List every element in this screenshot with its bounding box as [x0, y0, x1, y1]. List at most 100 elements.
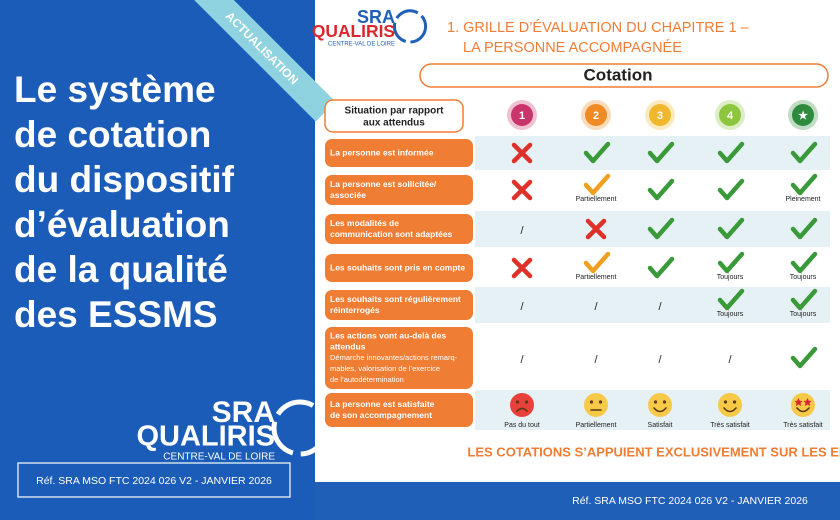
row-label: Les souhaits sont régulièrement: [330, 294, 461, 304]
emoji-eye: [732, 400, 737, 404]
reference-box: [17, 462, 291, 498]
logo-name: QUALIRIS: [312, 21, 395, 41]
title-line: Le système: [14, 69, 216, 110]
emoji-mouth: [796, 407, 810, 413]
logo-arc: [392, 9, 428, 44]
row-label: réinterrogés: [330, 305, 380, 315]
emoji-mouth: [516, 407, 528, 412]
check-mark: [790, 346, 818, 369]
logo-top: SRA: [212, 396, 275, 429]
emoji-mouth: [723, 407, 737, 413]
row-label-pill: [325, 175, 473, 205]
emoji-eye: [653, 400, 658, 404]
row-label: Les souhaits sont pris en compte: [330, 262, 465, 272]
reference: Réf. SRA MSO FTC 2024 026 V2 - JANVIER 2…: [572, 495, 808, 507]
cross-mark: [511, 179, 533, 201]
check-mark: [647, 178, 675, 201]
row-label: Les modalités de: [330, 218, 399, 228]
header-text: aux attendus: [363, 118, 425, 129]
row-label-pill: [325, 393, 473, 427]
row-label-pill: [325, 327, 473, 389]
cell-note: Pas du tout: [504, 422, 539, 429]
cross-mark: [511, 257, 533, 279]
slash-mark: /: [658, 301, 662, 313]
slash-mark: /: [594, 354, 598, 366]
check-mark: [790, 251, 818, 274]
check-mark: [583, 141, 611, 164]
reference: Réf. SRA MSO FTC 2024 026 V2 - JANVIER 2…: [36, 475, 272, 487]
check-mark: [717, 251, 745, 274]
row-detail: Démarche innovantes/actions remarq-: [330, 353, 458, 362]
logo-arc: [271, 399, 329, 457]
emoji-face: [718, 393, 742, 417]
level-badge: [585, 104, 607, 126]
cotation-pill: [419, 63, 829, 88]
emoji-mouth: [653, 407, 667, 413]
level-label: 3: [657, 110, 663, 122]
cell-note: Toujours: [717, 274, 744, 281]
emoji-eye: [662, 400, 667, 404]
level-badge: [649, 104, 671, 126]
slash-mark: /: [520, 225, 524, 237]
level-label: 4: [727, 110, 734, 122]
row-label: attendus: [330, 341, 366, 351]
check-mark: [790, 141, 818, 164]
check-mark: [717, 178, 745, 201]
check-mark: [790, 288, 818, 311]
row-label: La personne est satisfaite: [330, 399, 435, 409]
level-badge: [511, 104, 533, 126]
row-label: La personne est informée: [330, 147, 434, 157]
emoji-star-eye: [803, 398, 812, 406]
slash-mark: /: [658, 354, 662, 366]
cotation-title: Cotation: [584, 65, 653, 84]
row-label: de son accompagnement: [330, 410, 432, 420]
row-label-pill: [325, 139, 473, 167]
check-mark: [717, 141, 745, 164]
footer-note: LES COTATIONS S’APPUIENT EXCLUSIVEMENT S…: [467, 444, 840, 459]
logo-region: CENTRE-VAL DE LOIRE: [163, 452, 275, 463]
emoji-eye: [723, 400, 728, 404]
header-text: Situation par rapport: [345, 106, 445, 117]
ribbon-band: [188, 0, 336, 122]
cross-mark: [511, 142, 533, 164]
grid-title: 1. GRILLE D’ÉVALUATION DU CHAPITRE 1 –: [447, 19, 750, 36]
footer-strip: [315, 482, 840, 520]
row-band: [475, 287, 830, 323]
level-label: 1: [519, 110, 525, 122]
check-mark: [790, 173, 818, 196]
level-badge: [719, 104, 741, 126]
emoji-eye: [598, 400, 603, 404]
emoji-star-eye: [794, 398, 803, 406]
cell-note: Partiellement: [576, 196, 617, 203]
slash-mark: /: [594, 301, 598, 313]
check-mark: [647, 141, 675, 164]
emoji-eye: [589, 400, 594, 404]
row-detail: de l’autodétermination: [330, 375, 404, 384]
check-mark: [647, 256, 675, 279]
title-line: de cotation: [14, 114, 211, 155]
row-label: associée: [330, 190, 366, 200]
grid-title: LA PERSONNE ACCOMPAGNÉE: [463, 39, 682, 56]
cell-note: Toujours: [790, 311, 817, 318]
row-label-pill: [325, 290, 473, 320]
cell-note: Partiellement: [576, 274, 617, 281]
cell-note: Partiellement: [576, 422, 617, 429]
check-mark: [717, 288, 745, 311]
emoji-face: [510, 393, 534, 417]
check-mark: [790, 217, 818, 240]
emoji-face: [791, 393, 815, 417]
cell-note: Très satisfait: [783, 422, 822, 429]
level-badge: [792, 104, 814, 126]
check-mark: [647, 217, 675, 240]
cell-note: Toujours: [790, 274, 817, 281]
left-panel: [0, 0, 315, 520]
row-label-pill: [325, 214, 473, 244]
level-label: ★: [798, 110, 808, 122]
cell-note: Très satisfait: [710, 422, 749, 429]
cell-note: Toujours: [717, 311, 744, 318]
logo-name: QUALIRIS: [136, 421, 275, 453]
slash-mark: /: [728, 354, 732, 366]
cell-note: Satisfait: [648, 422, 673, 429]
emoji-eye: [524, 400, 529, 404]
